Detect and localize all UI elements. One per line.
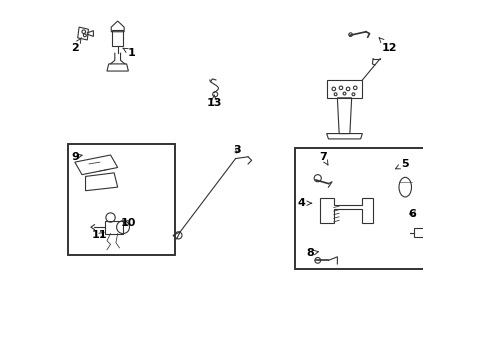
Text: 8: 8 (306, 248, 318, 258)
Bar (67, 144, 175, 255)
Text: 1: 1 (122, 48, 136, 58)
Text: 6: 6 (407, 209, 415, 219)
Text: 7: 7 (319, 152, 327, 165)
Text: 3: 3 (233, 145, 241, 155)
Bar (294, 148, 429, 269)
Bar (413, 228, 426, 237)
Text: 2: 2 (71, 38, 81, 53)
Text: 10: 10 (121, 218, 136, 228)
Text: 11: 11 (92, 230, 107, 240)
Bar (67, 144, 175, 255)
Bar (105, 221, 123, 234)
Text: 12: 12 (378, 38, 396, 53)
Text: 4: 4 (297, 198, 311, 208)
Text: 9: 9 (71, 152, 82, 162)
Text: 13: 13 (206, 95, 222, 108)
Text: 5: 5 (395, 159, 408, 169)
Bar (294, 148, 429, 269)
